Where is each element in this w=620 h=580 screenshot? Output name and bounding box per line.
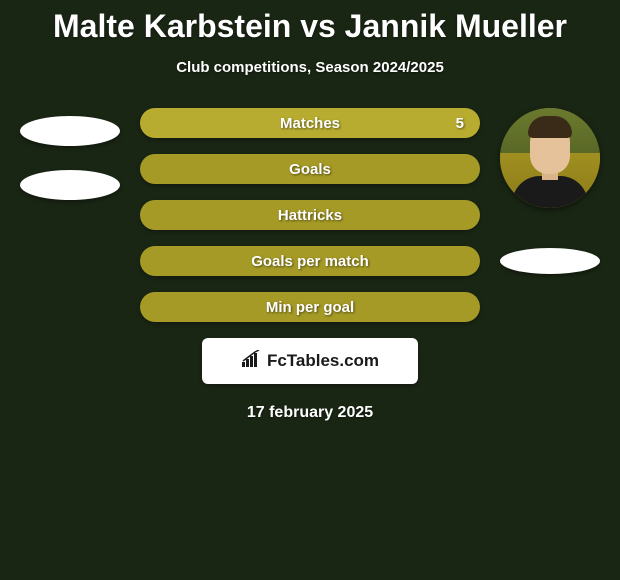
stat-row-matches: Matches 5 [140, 108, 480, 138]
player-right-avatar [500, 108, 600, 208]
stat-row-hattricks: Hattricks [140, 200, 480, 230]
brand-text: FcTables.com [267, 351, 379, 371]
stat-label: Matches [280, 115, 340, 132]
stat-label: Goals [289, 161, 331, 178]
page-subtitle: Club competitions, Season 2024/2025 [0, 59, 620, 76]
player-left-placeholder-2 [20, 170, 120, 200]
stat-row-goals: Goals [140, 154, 480, 184]
stat-row-goals-per-match: Goals per match [140, 246, 480, 276]
player-left-placeholder-1 [20, 116, 120, 146]
player-left-column [10, 108, 130, 224]
stat-value-right: 5 [456, 115, 464, 132]
stat-label: Hattricks [278, 207, 342, 224]
stat-label: Min per goal [266, 299, 354, 316]
player-right-column [490, 108, 610, 274]
player-right-placeholder [500, 248, 600, 274]
chart-icon [241, 350, 263, 373]
stats-column: Matches 5 Goals Hattricks Goals per matc… [140, 108, 480, 422]
stat-label: Goals per match [251, 253, 369, 270]
brand-badge[interactable]: FcTables.com [202, 338, 418, 384]
page-title: Malte Karbstein vs Jannik Mueller [0, 0, 620, 45]
stat-row-min-per-goal: Min per goal [140, 292, 480, 322]
footer-date: 17 february 2025 [140, 404, 480, 422]
